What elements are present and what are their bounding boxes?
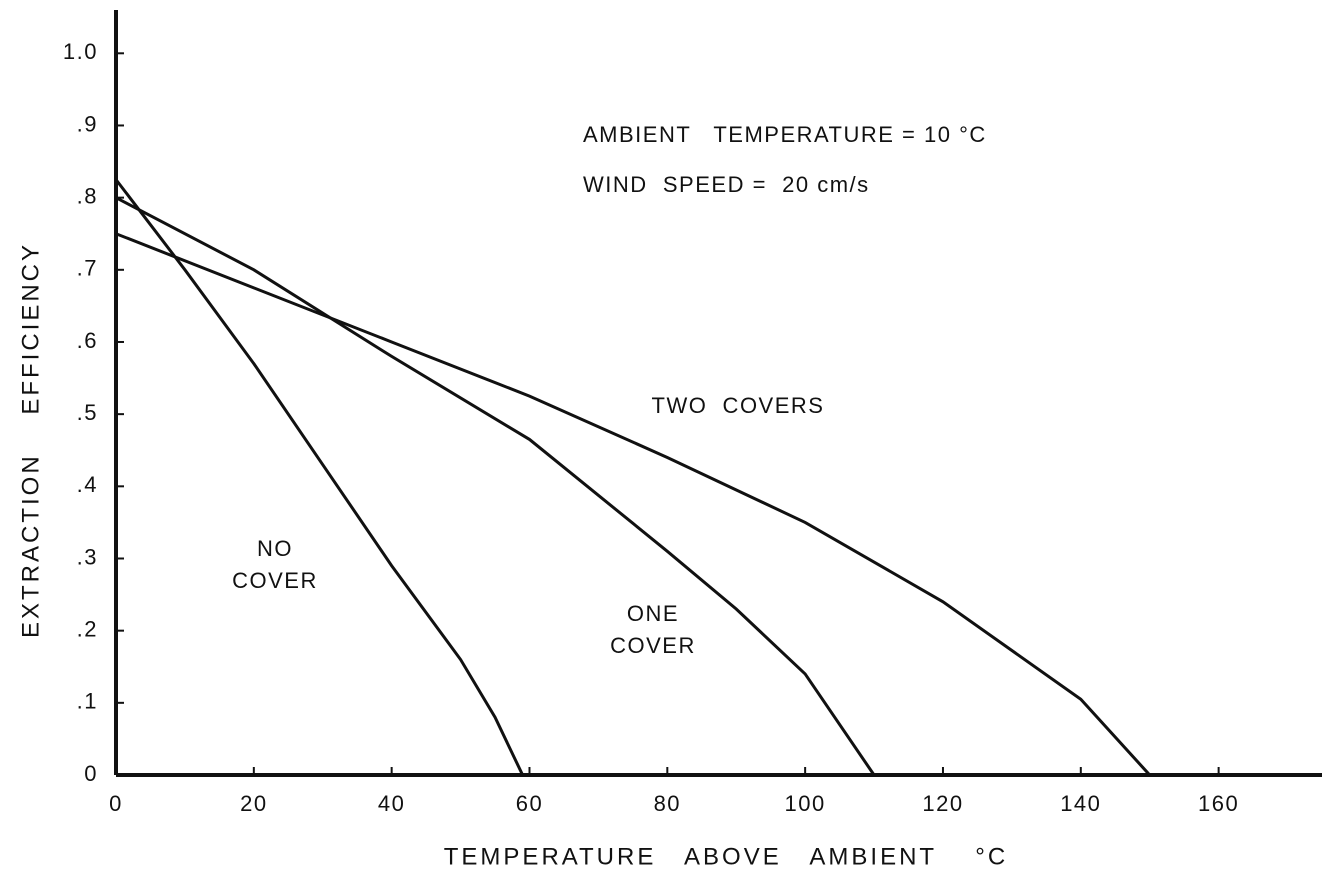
y-tick-label: 1.0 xyxy=(63,39,98,64)
x-tick-label: 60 xyxy=(516,791,543,816)
y-tick-label: .4 xyxy=(77,472,98,497)
x-tick-label: 40 xyxy=(378,791,405,816)
annotation: AMBIENT TEMPERATURE = 10 °C xyxy=(583,122,987,147)
x-tick-label: 80 xyxy=(654,791,681,816)
y-tick-label: .9 xyxy=(77,111,98,136)
annotation: ONE xyxy=(627,601,679,626)
x-axis-label: TEMPERATURE ABOVE AMBIENT °C xyxy=(444,843,1008,870)
line xyxy=(114,178,524,776)
annotation: COVER xyxy=(610,633,696,658)
y-tick-label: 0 xyxy=(84,761,98,786)
annotation: NO xyxy=(257,536,293,561)
y-tick-label: .8 xyxy=(77,183,98,208)
y-tick-label: .5 xyxy=(77,400,98,425)
x-tick-label: 140 xyxy=(1060,791,1101,816)
y-tick-label: .3 xyxy=(77,544,98,569)
y-tick-label: .1 xyxy=(77,689,98,714)
annotation: COVER xyxy=(232,568,318,593)
y-axis-label: EXTRACTION EFFICIENCY xyxy=(17,242,44,638)
x-tick-label: 20 xyxy=(240,791,267,816)
x-tick-label: 0 xyxy=(109,791,123,816)
y-tick-label: .6 xyxy=(77,328,98,353)
annotation: TWO COVERS xyxy=(652,393,825,418)
y-tick-label: .7 xyxy=(77,256,98,281)
line xyxy=(115,232,1151,777)
x-tick-label: 160 xyxy=(1198,791,1239,816)
line xyxy=(115,196,876,776)
x-tick-label: 100 xyxy=(785,791,826,816)
annotation: WIND SPEED = 20 cm/s xyxy=(583,172,870,197)
y-tick-label: .2 xyxy=(77,616,98,641)
x-tick-label: 120 xyxy=(922,791,963,816)
